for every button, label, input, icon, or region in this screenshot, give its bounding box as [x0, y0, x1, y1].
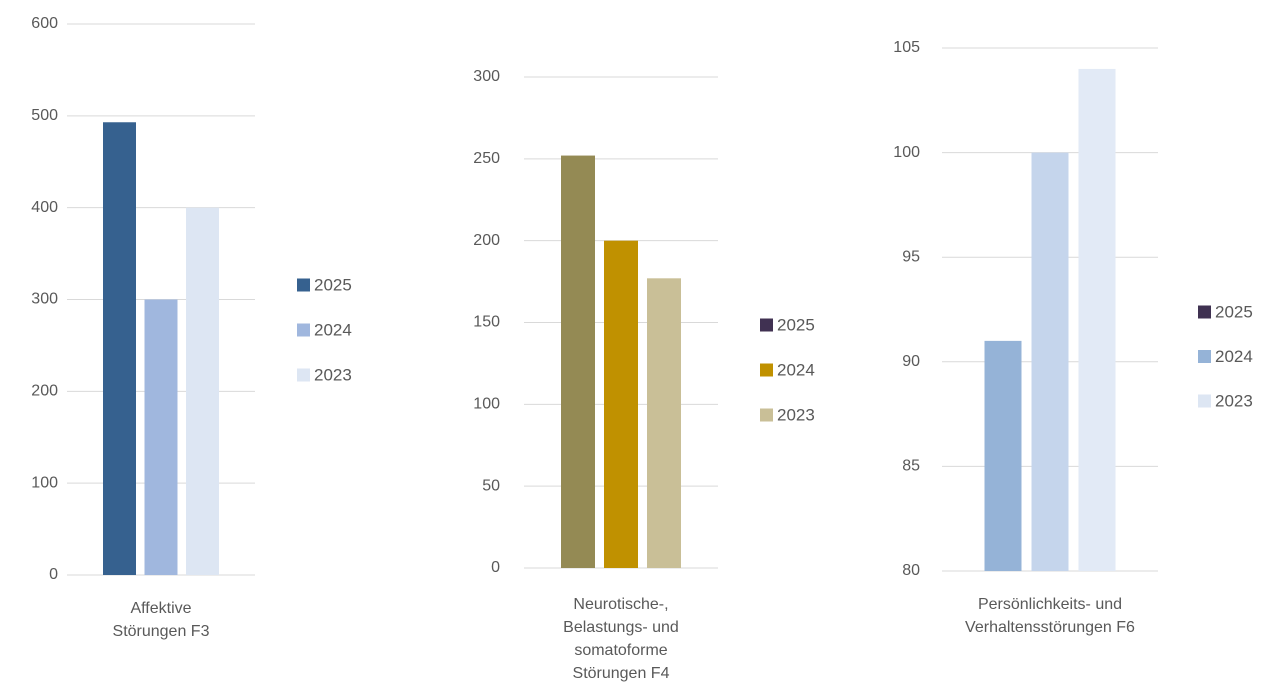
legend-label: 2025 [777, 315, 815, 334]
y-tick-label: 300 [473, 68, 500, 85]
legend-swatch [1198, 350, 1211, 363]
legend-swatch [1198, 394, 1211, 408]
y-tick-label: 105 [893, 39, 920, 56]
y-tick-label: 50 [482, 477, 500, 494]
legend-label: 2024 [777, 360, 815, 379]
y-tick-label: 200 [31, 383, 58, 400]
category-label: Affektive Störungen F3 [112, 600, 210, 640]
bar [1031, 152, 1069, 571]
legend-label: 2024 [1215, 347, 1253, 366]
y-tick-label: 100 [31, 474, 58, 491]
bar [561, 155, 595, 568]
bar [103, 122, 136, 576]
y-tick-label: 300 [31, 291, 58, 308]
legend-label: 2025 [1215, 302, 1253, 321]
legend-swatch [297, 278, 310, 292]
y-tick-label: 80 [902, 562, 920, 579]
legend-label: 2023 [777, 405, 815, 424]
y-tick-label: 100 [473, 396, 500, 413]
y-tick-label: 600 [31, 15, 58, 32]
legend-swatch [297, 368, 310, 382]
legend-swatch [760, 408, 773, 422]
category-label: Persönlichkeits- und Verhaltensstörungen… [965, 596, 1135, 636]
category-label: Neurotische-, Belastungs- und somatoform… [563, 596, 679, 682]
legend-swatch [760, 363, 773, 377]
y-tick-label: 400 [31, 199, 58, 216]
legend-label: 2023 [314, 365, 352, 384]
bar [186, 207, 219, 575]
y-tick-label: 100 [893, 144, 920, 161]
y-tick-label: 85 [902, 458, 920, 475]
legend-swatch [760, 318, 773, 332]
y-tick-label: 0 [49, 566, 58, 583]
legend-label: 2023 [1215, 391, 1253, 410]
y-tick-label: 150 [473, 314, 500, 331]
bar [984, 340, 1022, 571]
y-tick-label: 95 [902, 248, 920, 265]
bar [1078, 68, 1116, 572]
bar [144, 299, 178, 575]
y-tick-label: 250 [473, 150, 500, 167]
y-tick-label: 90 [902, 353, 920, 370]
legend-swatch [297, 323, 310, 337]
legend-swatch [1198, 305, 1211, 319]
legend-label: 2024 [314, 320, 352, 339]
y-tick-label: 200 [473, 232, 500, 249]
bar [604, 240, 638, 568]
y-tick-label: 500 [31, 107, 58, 124]
legend-label: 2025 [314, 275, 352, 294]
bar [647, 278, 681, 568]
y-tick-label: 0 [491, 559, 500, 576]
